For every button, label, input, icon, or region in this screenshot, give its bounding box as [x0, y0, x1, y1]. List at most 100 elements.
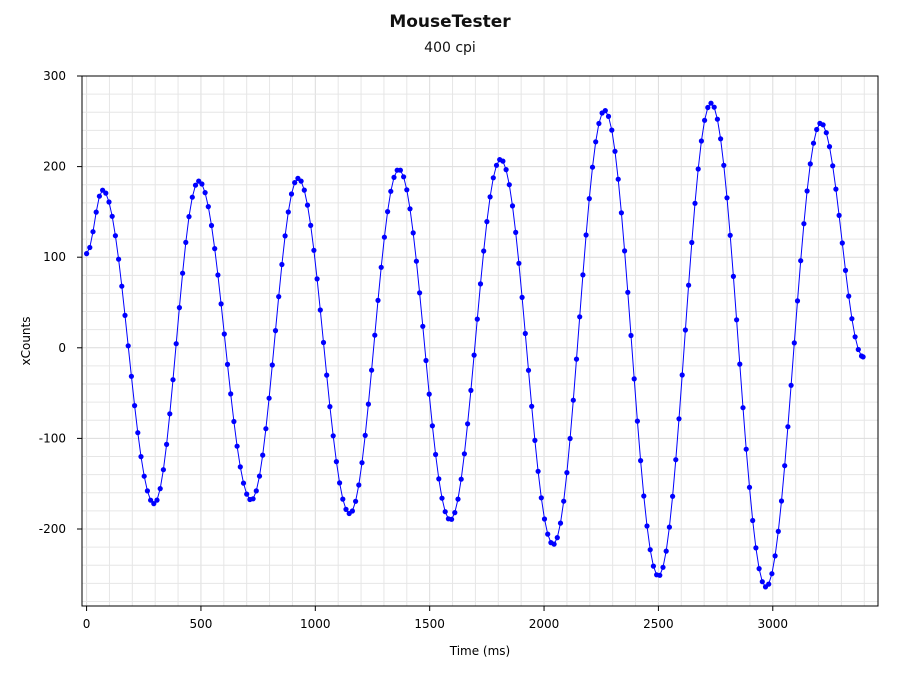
data-point: [372, 332, 378, 338]
x-tick-label: 3000: [758, 617, 789, 631]
data-point: [679, 372, 685, 378]
data-point: [615, 176, 621, 182]
data-point: [356, 482, 362, 488]
data-point: [87, 244, 93, 251]
data-point: [836, 212, 842, 218]
data-point: [135, 430, 141, 436]
data-point: [481, 248, 487, 254]
data-point: [804, 188, 810, 194]
data-point: [833, 186, 839, 192]
data-point: [417, 290, 423, 296]
data-point: [686, 282, 692, 288]
data-point: [673, 457, 679, 463]
data-point: [564, 470, 570, 476]
data-point: [650, 563, 657, 569]
data-point: [308, 222, 314, 228]
data-point: [420, 323, 426, 329]
data-point: [359, 460, 365, 466]
data-point: [557, 520, 564, 526]
data-point: [256, 473, 263, 479]
data-point: [810, 140, 817, 146]
data-point: [103, 190, 109, 196]
y-tick-label: 100: [43, 250, 66, 264]
data-point: [202, 190, 208, 196]
data-point: [272, 328, 279, 334]
data-point: [538, 495, 544, 501]
data-point: [282, 233, 288, 239]
data-point: [666, 524, 673, 530]
data-point: [692, 200, 698, 206]
data-point: [711, 104, 717, 110]
data-point: [554, 535, 560, 541]
data-point: [381, 234, 387, 240]
data-point: [385, 209, 391, 215]
data-point: [391, 174, 397, 180]
data-point: [487, 194, 493, 200]
data-point: [860, 354, 866, 360]
data-point: [513, 229, 519, 235]
data-point: [516, 260, 522, 266]
data-point: [577, 314, 583, 320]
data-point: [830, 163, 836, 169]
data-point: [794, 298, 801, 304]
data-point: [455, 496, 461, 502]
data-point: [269, 362, 275, 368]
data-point: [349, 508, 355, 514]
data-point: [218, 301, 224, 307]
data-point: [490, 175, 496, 181]
data-point: [718, 136, 724, 142]
data-point: [128, 373, 134, 379]
data-point: [660, 564, 666, 570]
y-axis-label: xCounts: [19, 317, 33, 366]
data-point: [772, 553, 778, 559]
data-point: [112, 233, 118, 239]
x-tick-label: 2000: [529, 617, 560, 631]
data-point: [471, 352, 477, 358]
data-point: [609, 127, 615, 133]
data-point: [170, 377, 176, 383]
data-point: [708, 100, 714, 106]
y-axis: 300 200 100 0 -100 -200: [39, 69, 82, 536]
data-point: [721, 162, 727, 168]
data-point: [605, 113, 612, 119]
data-point: [458, 476, 464, 482]
data-point: [180, 270, 186, 276]
data-point: [670, 493, 676, 499]
data-point: [407, 206, 413, 212]
data-point: [769, 571, 775, 577]
data-point: [413, 258, 419, 264]
data-point: [378, 264, 384, 270]
data-point: [580, 272, 586, 278]
data-point: [90, 229, 96, 235]
data-point: [154, 497, 160, 503]
data-point: [570, 397, 576, 403]
data-point: [612, 148, 618, 154]
grid: [82, 75, 878, 606]
data-point: [583, 232, 589, 238]
data-point: [452, 509, 458, 516]
data-point: [849, 316, 855, 322]
data-point: [737, 361, 743, 367]
data-point: [561, 498, 567, 504]
data-point: [541, 516, 548, 522]
data-point: [212, 246, 218, 252]
data-point: [801, 221, 807, 227]
data-point: [276, 294, 282, 300]
x-axis: 0 500 1000 1500 2000 2500 3000: [83, 606, 788, 631]
data-point: [292, 180, 298, 186]
data-point: [327, 404, 333, 410]
data-point: [730, 273, 737, 279]
data-point: [628, 332, 634, 339]
data-point: [509, 203, 516, 209]
data-point: [756, 566, 762, 572]
data-point: [589, 164, 596, 170]
data-point: [228, 391, 234, 397]
data-point: [826, 144, 833, 150]
data-point: [362, 432, 368, 438]
data-point: [369, 367, 375, 373]
data-point: [237, 464, 243, 470]
data-point: [477, 281, 484, 287]
data-point: [567, 435, 573, 442]
data-point: [593, 139, 599, 145]
data-point: [173, 341, 179, 347]
